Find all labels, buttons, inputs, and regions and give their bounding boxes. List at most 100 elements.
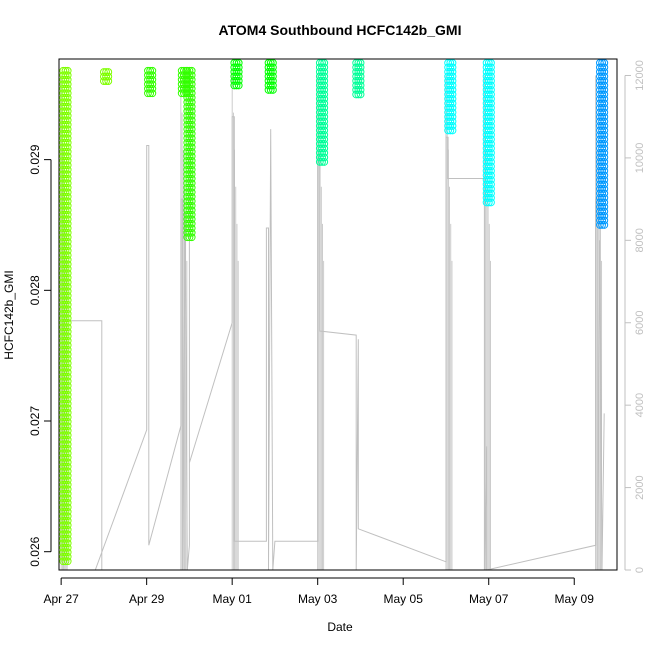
data-point xyxy=(59,552,68,561)
data-point xyxy=(315,72,324,81)
data-point xyxy=(354,68,363,76)
data-point xyxy=(63,183,72,192)
data-point xyxy=(484,194,493,202)
data-point xyxy=(595,95,604,103)
data-point xyxy=(183,143,192,152)
data-point xyxy=(61,80,70,89)
data-point xyxy=(352,59,361,67)
data-point xyxy=(61,489,70,498)
data-point xyxy=(63,426,72,435)
data-point xyxy=(183,210,192,219)
data-point xyxy=(61,552,70,561)
data-point xyxy=(59,210,68,219)
data-point xyxy=(600,86,609,94)
data-point xyxy=(61,413,70,422)
data-point xyxy=(482,126,491,135)
data-point xyxy=(63,143,72,152)
data-point xyxy=(63,318,72,327)
data-point xyxy=(183,224,192,233)
data-point xyxy=(444,90,453,99)
data-point xyxy=(448,68,457,76)
data-point xyxy=(63,296,72,305)
data-point xyxy=(598,72,606,81)
data-point xyxy=(315,104,324,112)
data-point xyxy=(598,108,606,117)
data-point xyxy=(183,102,192,111)
data-point xyxy=(484,162,493,171)
data-point xyxy=(63,494,72,503)
data-point xyxy=(146,75,155,84)
data-point xyxy=(598,144,606,153)
data-point xyxy=(600,189,609,198)
data-point xyxy=(264,68,273,76)
data-point xyxy=(63,84,72,93)
data-point xyxy=(104,72,113,81)
data-point xyxy=(185,233,194,242)
data-point xyxy=(264,81,273,90)
data-point xyxy=(61,494,70,503)
data-point xyxy=(598,180,606,189)
data-point xyxy=(185,206,194,215)
data-point xyxy=(63,107,72,116)
data-point xyxy=(61,269,70,278)
data-point xyxy=(61,102,70,111)
data-point xyxy=(59,525,68,534)
data-point xyxy=(232,63,241,72)
data-point xyxy=(185,116,194,125)
x-tick-label: Apr 27 xyxy=(43,592,79,606)
data-point xyxy=(600,194,609,202)
data-point xyxy=(595,194,604,202)
data-point xyxy=(234,81,243,90)
data-point xyxy=(595,113,604,121)
data-point xyxy=(595,180,604,189)
data-point xyxy=(598,185,606,193)
data-point xyxy=(63,152,72,161)
data-point xyxy=(315,63,324,72)
data-point xyxy=(595,149,604,157)
data-point xyxy=(59,179,68,188)
data-point xyxy=(600,144,609,153)
data-point xyxy=(61,264,70,273)
data-point xyxy=(59,539,68,548)
data-point xyxy=(59,318,68,327)
data-point xyxy=(59,66,68,75)
data-point xyxy=(63,165,72,174)
data-point xyxy=(61,534,70,543)
data-point xyxy=(482,135,491,144)
data-point xyxy=(146,84,155,93)
data-point xyxy=(61,134,70,143)
data-point xyxy=(448,59,457,67)
x-axis-label: Date xyxy=(327,620,353,634)
data-point xyxy=(595,153,604,162)
data-point xyxy=(63,539,72,548)
data-point xyxy=(187,219,196,228)
data-point xyxy=(59,314,68,323)
data-point xyxy=(444,113,453,121)
data-point xyxy=(269,77,277,85)
data-point xyxy=(232,81,241,90)
data-point xyxy=(59,300,68,309)
data-point xyxy=(63,125,72,134)
data-point xyxy=(595,117,604,126)
data-point xyxy=(232,59,241,67)
data-point xyxy=(183,152,192,161)
data-point xyxy=(61,422,70,431)
data-point xyxy=(59,489,68,498)
data-point xyxy=(484,189,493,198)
data-point xyxy=(61,98,70,107)
data-point xyxy=(482,171,491,180)
data-point xyxy=(487,95,495,103)
data-point xyxy=(318,104,326,112)
data-point xyxy=(144,66,152,75)
data-point xyxy=(446,90,455,99)
data-point xyxy=(183,147,192,156)
data-point xyxy=(487,68,495,76)
data-point xyxy=(595,207,604,216)
data-point xyxy=(487,135,495,144)
data-point xyxy=(104,77,113,85)
data-point xyxy=(187,102,196,111)
data-point xyxy=(61,152,70,161)
data-point xyxy=(61,183,70,192)
data-point xyxy=(598,203,606,211)
data-point xyxy=(59,327,68,336)
